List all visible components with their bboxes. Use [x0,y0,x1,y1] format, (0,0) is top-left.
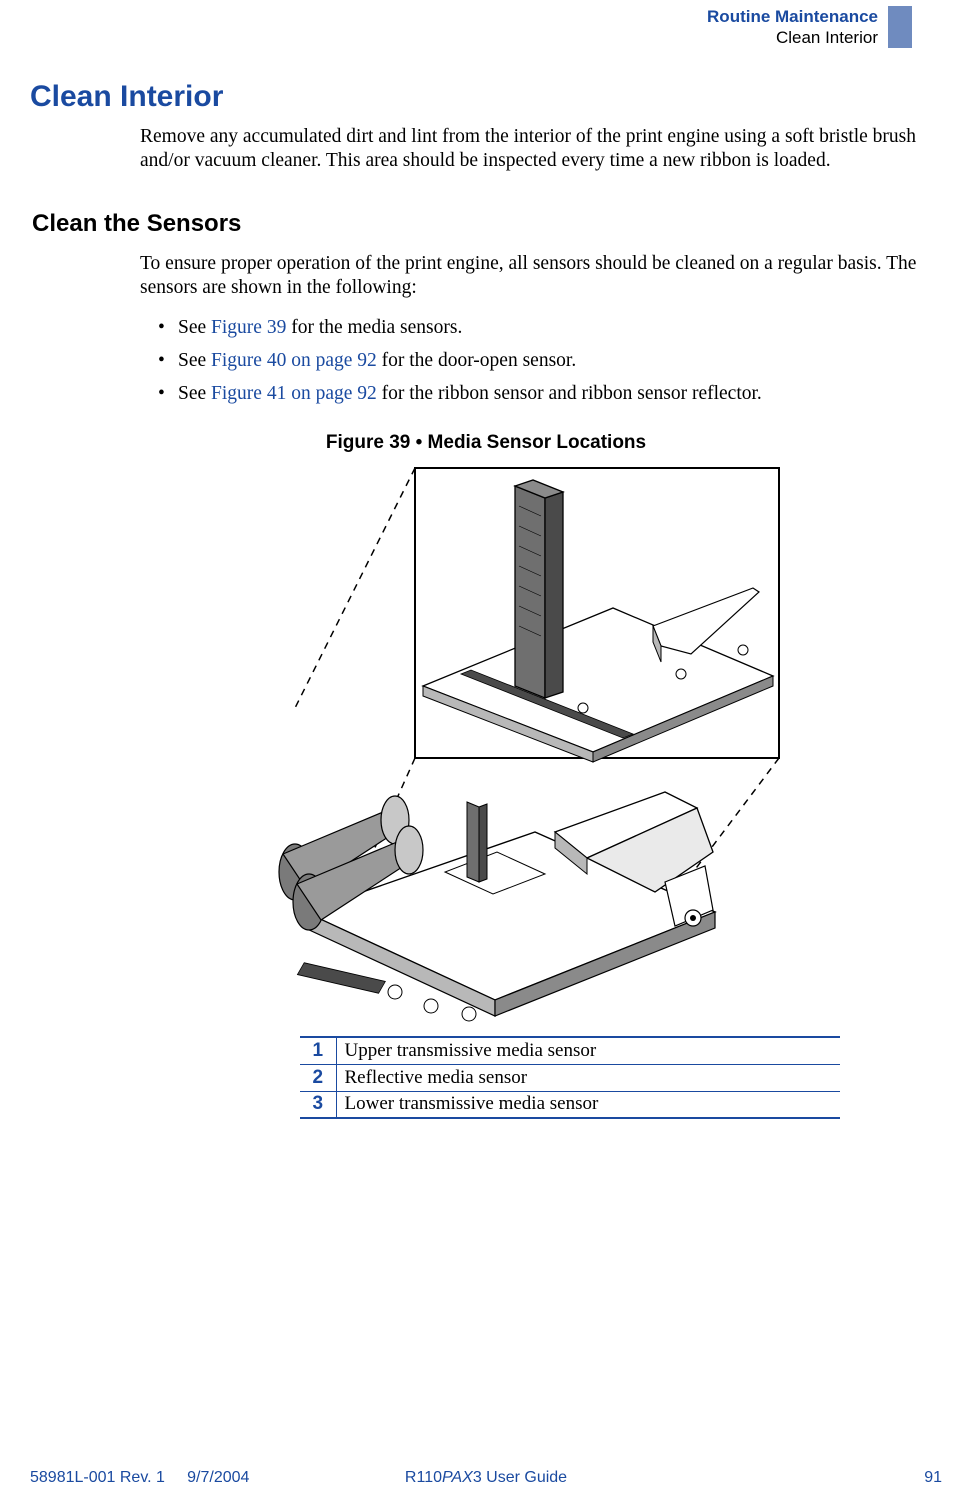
footer-guide-post: 3 User Guide [473,1469,567,1486]
page-footer: 58981L-001 Rev. 1 9/7/2004 R110PAX3 User… [30,1469,942,1487]
footer-guide-pre: R110 [405,1469,442,1486]
text: See [178,317,211,338]
text: for the door-open sensor. [377,350,576,371]
text: for the ribbon sensor and ribbon sensor … [377,383,762,404]
list-item-text: See Figure 39 for the media sensors. [178,312,462,343]
table-row: 3 Lower transmissive media sensor [300,1091,840,1118]
paragraph-sensors: To ensure proper operation of the print … [140,252,942,301]
legend-num: 3 [300,1091,336,1118]
legend-label: Reflective media sensor [336,1064,840,1091]
legend-table: 1 Upper transmissive media sensor 2 Refl… [300,1036,840,1119]
figure-svg [235,462,793,1022]
list-item: • See Figure 41 on page 92 for the ribbo… [158,378,942,409]
paragraph-intro: Remove any accumulated dirt and lint fro… [140,125,942,174]
page-header: Routine Maintenance Clean Interior [60,6,912,56]
heading-clean-sensors: Clean the Sensors [32,210,241,238]
header-tab-marker [888,6,912,48]
heading-clean-interior: Clean Interior [30,80,223,114]
list-item: • See Figure 39 for the media sensors. [158,312,942,343]
list-item-text: See Figure 40 on page 92 for the door-op… [178,345,576,376]
figure-caption: Figure 39 • Media Sensor Locations [0,432,972,454]
bullet-dot: • [158,378,178,409]
text: for the media sensors. [286,317,462,338]
xref-link[interactable]: Figure 40 on page 92 [211,350,377,371]
footer-center: R110PAX3 User Guide [30,1469,942,1487]
text: See [178,350,211,371]
legend-label: Upper transmissive media sensor [336,1037,840,1064]
page: Routine Maintenance Clean Interior Clean… [0,0,972,1505]
list-item: • See Figure 40 on page 92 for the door-… [158,345,942,376]
xref-link[interactable]: Figure 41 on page 92 [211,383,377,404]
legend-label: Lower transmissive media sensor [336,1091,840,1118]
table-row: 2 Reflective media sensor [300,1064,840,1091]
header-chapter: Routine Maintenance [707,6,878,27]
xref-link[interactable]: Figure 39 [211,317,286,338]
header-text: Routine Maintenance Clean Interior [707,6,878,49]
bullet-list: • See Figure 39 for the media sensors. •… [158,312,942,412]
table-row: 1 Upper transmissive media sensor [300,1037,840,1064]
figure-media-sensor-locations [235,462,793,1022]
text: See [178,383,211,404]
bullet-dot: • [158,312,178,343]
footer-guide-ital: PAX [442,1469,473,1486]
legend-num: 2 [300,1064,336,1091]
list-item-text: See Figure 41 on page 92 for the ribbon … [178,378,762,409]
bullet-dot: • [158,345,178,376]
header-section: Clean Interior [707,27,878,48]
legend-num: 1 [300,1037,336,1064]
